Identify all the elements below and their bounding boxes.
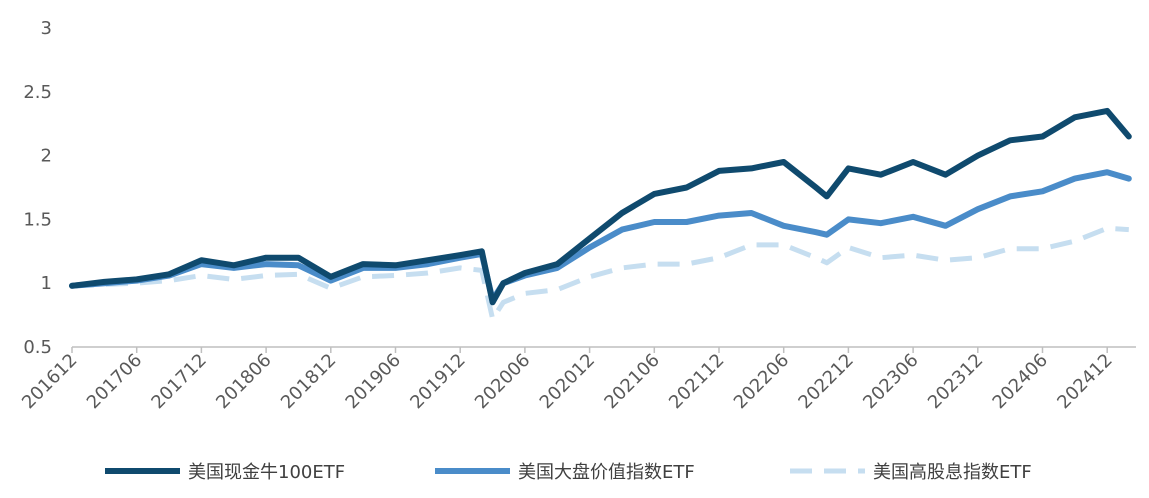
legend-label-1: 美国现金牛100ETF bbox=[188, 462, 345, 483]
x-tick-label: 202206 bbox=[730, 350, 793, 413]
x-tick-label: 201612 bbox=[18, 350, 81, 413]
x-tick-label: 202106 bbox=[600, 350, 663, 413]
x-tick-label: 202412 bbox=[1053, 350, 1116, 413]
series-line-2 bbox=[69, 169, 1132, 303]
x-tick-label: 202306 bbox=[859, 350, 922, 413]
x-tick-label: 202312 bbox=[924, 350, 987, 413]
x-tick-label: 201806 bbox=[212, 350, 275, 413]
x-tick-label: 201906 bbox=[342, 350, 405, 413]
x-tick-label: 201912 bbox=[406, 350, 469, 413]
legend-label-2: 美国大盘价值指数ETF bbox=[518, 462, 695, 483]
series-line-1 bbox=[69, 107, 1132, 306]
x-tick-label: 202406 bbox=[989, 350, 1052, 413]
x-tick-label: 201812 bbox=[277, 350, 340, 413]
y-tick-label: 2.5 bbox=[23, 82, 52, 103]
y-tick-label: 1.5 bbox=[23, 209, 52, 230]
x-tick-label: 202112 bbox=[665, 350, 728, 413]
y-tick-label: 3 bbox=[41, 18, 52, 39]
series-layer bbox=[69, 107, 1132, 322]
y-tick-label: 1 bbox=[41, 273, 52, 294]
y-axis: 0.5 1 1.5 2 2.5 3 bbox=[23, 18, 52, 358]
x-tick-label: 202006 bbox=[471, 350, 534, 413]
y-tick-label: 2 bbox=[41, 146, 52, 167]
legend: 美国现金牛100ETF 美国大盘价值指数ETF 美国高股息指数ETF bbox=[105, 462, 1032, 483]
y-tick-label: 0.5 bbox=[23, 337, 52, 358]
x-tick-label: 201706 bbox=[83, 350, 146, 413]
x-axis: 201612 201706 201712 201806 201812 201906 2019… bbox=[18, 346, 1136, 413]
x-tick-label: 202212 bbox=[794, 350, 857, 413]
x-tick-label: 201712 bbox=[147, 350, 210, 413]
x-tick-label: 202012 bbox=[536, 350, 599, 413]
legend-label-3: 美国高股息指数ETF bbox=[873, 462, 1032, 483]
